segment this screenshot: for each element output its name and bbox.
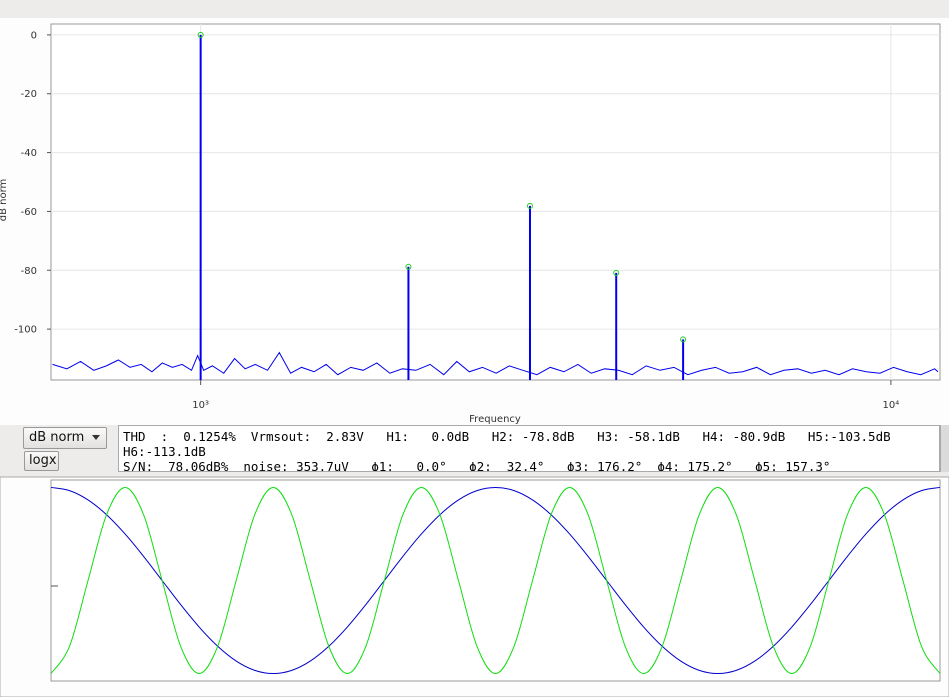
- harmonic-marker: [526, 202, 533, 209]
- harmonic-marker: [680, 336, 687, 343]
- logx-button[interactable]: logx: [24, 451, 59, 471]
- harmonic-marker: [405, 263, 412, 270]
- waveform: [50, 486, 941, 675]
- y-tick-label: -80: [21, 266, 37, 277]
- waveform: [50, 486, 941, 675]
- waveform-panel: [0, 476, 949, 697]
- readout-line: THD : 0.1254% Vrmsout: 2.83V H1: 0.0dB H…: [123, 429, 891, 444]
- readout-line: S/N: 78.06dB% noise: 353.7uV ϕ1: 0.0° ϕ2…: [123, 459, 831, 472]
- readout-line: H6:-113.1dB: [123, 444, 206, 459]
- x-tick-label: 10³: [192, 400, 209, 411]
- mode-dropdown[interactable]: dB norm: [23, 427, 107, 449]
- x-tick-label: 10⁴: [883, 400, 900, 411]
- dropdown-arrow: [92, 435, 100, 444]
- x-axis-label: Frequency: [469, 414, 521, 425]
- y-tick-label: 0: [31, 30, 37, 41]
- spectrum-panel: dB norm Frequency 0 -20 -40 -60 -80 -100 10³ 10…: [0, 18, 949, 425]
- y-axis-label: dB norm: [0, 179, 9, 222]
- plot-area: [50, 479, 941, 682]
- harmonic-marker: [197, 31, 204, 38]
- spectrum-trace: [52, 351, 939, 376]
- readout: THD : 0.1254% Vrmsout: 2.83V H1: 0.0dB H…: [118, 425, 940, 472]
- mode-text: dB norm: [29, 430, 85, 445]
- harmonic-marker: [613, 269, 620, 276]
- plot-area: [50, 23, 941, 381]
- y-tick-label: -40: [21, 148, 37, 159]
- y-tick-label: -20: [21, 89, 37, 100]
- y-tick-label: -100: [14, 325, 37, 336]
- y-tick-label: -60: [21, 207, 37, 218]
- scrollbar[interactable]: [940, 425, 949, 472]
